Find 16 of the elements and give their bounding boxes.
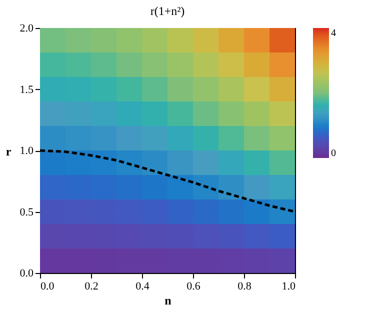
y-tick-label: 0.0 (20, 268, 34, 280)
color-bar-label: 4 (331, 28, 336, 39)
y-tick-label: 2.0 (20, 22, 34, 34)
x-tick-label: 0.2 (84, 280, 98, 292)
color-bar-label: 0 (331, 148, 336, 159)
y-tick-label: 1.5 (20, 84, 34, 96)
x-tick-label: 0.6 (186, 280, 201, 292)
y-tick-label: 1.0 (20, 145, 34, 157)
x-tick-label: 0.8 (238, 280, 252, 292)
x-tick-label: 1.0 (282, 280, 296, 292)
chart-title: r(1+n²) (150, 4, 185, 18)
x-axis-title: n (164, 294, 172, 308)
x-tick-label: 0.0 (40, 280, 55, 292)
x-tick-label: 0.4 (136, 280, 150, 292)
y-tick-label: 0.5 (20, 206, 34, 218)
y-axis-title: r (6, 144, 12, 158)
